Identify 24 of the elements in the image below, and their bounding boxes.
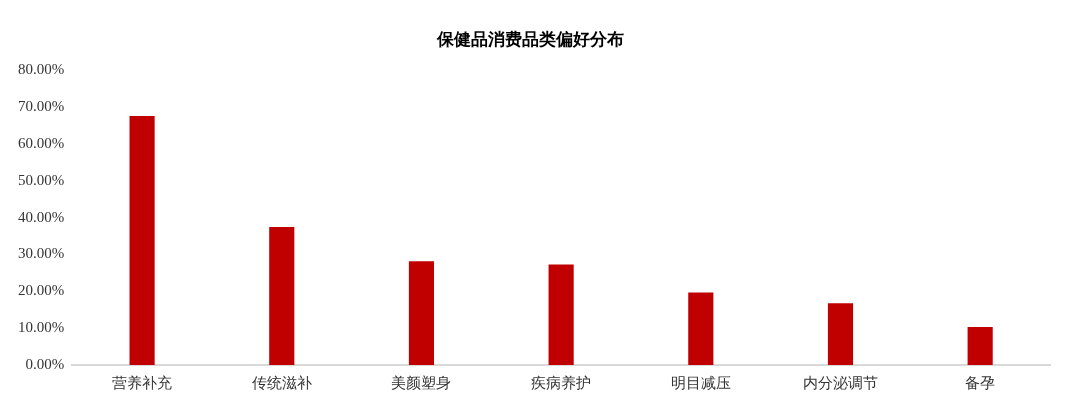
bar bbox=[688, 292, 714, 365]
bar bbox=[827, 303, 854, 365]
y-tick-label: 0.00% bbox=[25, 355, 65, 372]
y-tick-label: 40.00% bbox=[18, 208, 65, 225]
y-tick-label: 70.00% bbox=[18, 98, 65, 115]
x-tick-label: 备孕 bbox=[965, 373, 996, 392]
bar bbox=[967, 327, 993, 365]
y-tick-label: 60.00% bbox=[18, 134, 65, 151]
y-tick-label: 50.00% bbox=[18, 171, 65, 188]
y-tick-label: 30.00% bbox=[18, 245, 65, 262]
bar bbox=[129, 116, 155, 365]
bar bbox=[548, 264, 574, 365]
bar bbox=[408, 261, 435, 365]
y-tick-label: 80.00% bbox=[18, 61, 65, 78]
chart-title: 保健品消费品类偏好分布 bbox=[435, 28, 624, 49]
x-tick-label: 疾病养护 bbox=[531, 373, 592, 392]
x-tick-label: 传统滋补 bbox=[251, 373, 312, 392]
x-tick-label: 内分泌调节 bbox=[802, 373, 878, 392]
x-tick-label: 美颜塑身 bbox=[391, 373, 452, 392]
x-tick-label: 明目减压 bbox=[670, 373, 731, 392]
bar bbox=[269, 226, 295, 365]
x-tick-label: 营养补充 bbox=[112, 373, 173, 392]
y-tick-label: 10.00% bbox=[18, 319, 65, 336]
y-tick-label: 20.00% bbox=[18, 282, 65, 299]
